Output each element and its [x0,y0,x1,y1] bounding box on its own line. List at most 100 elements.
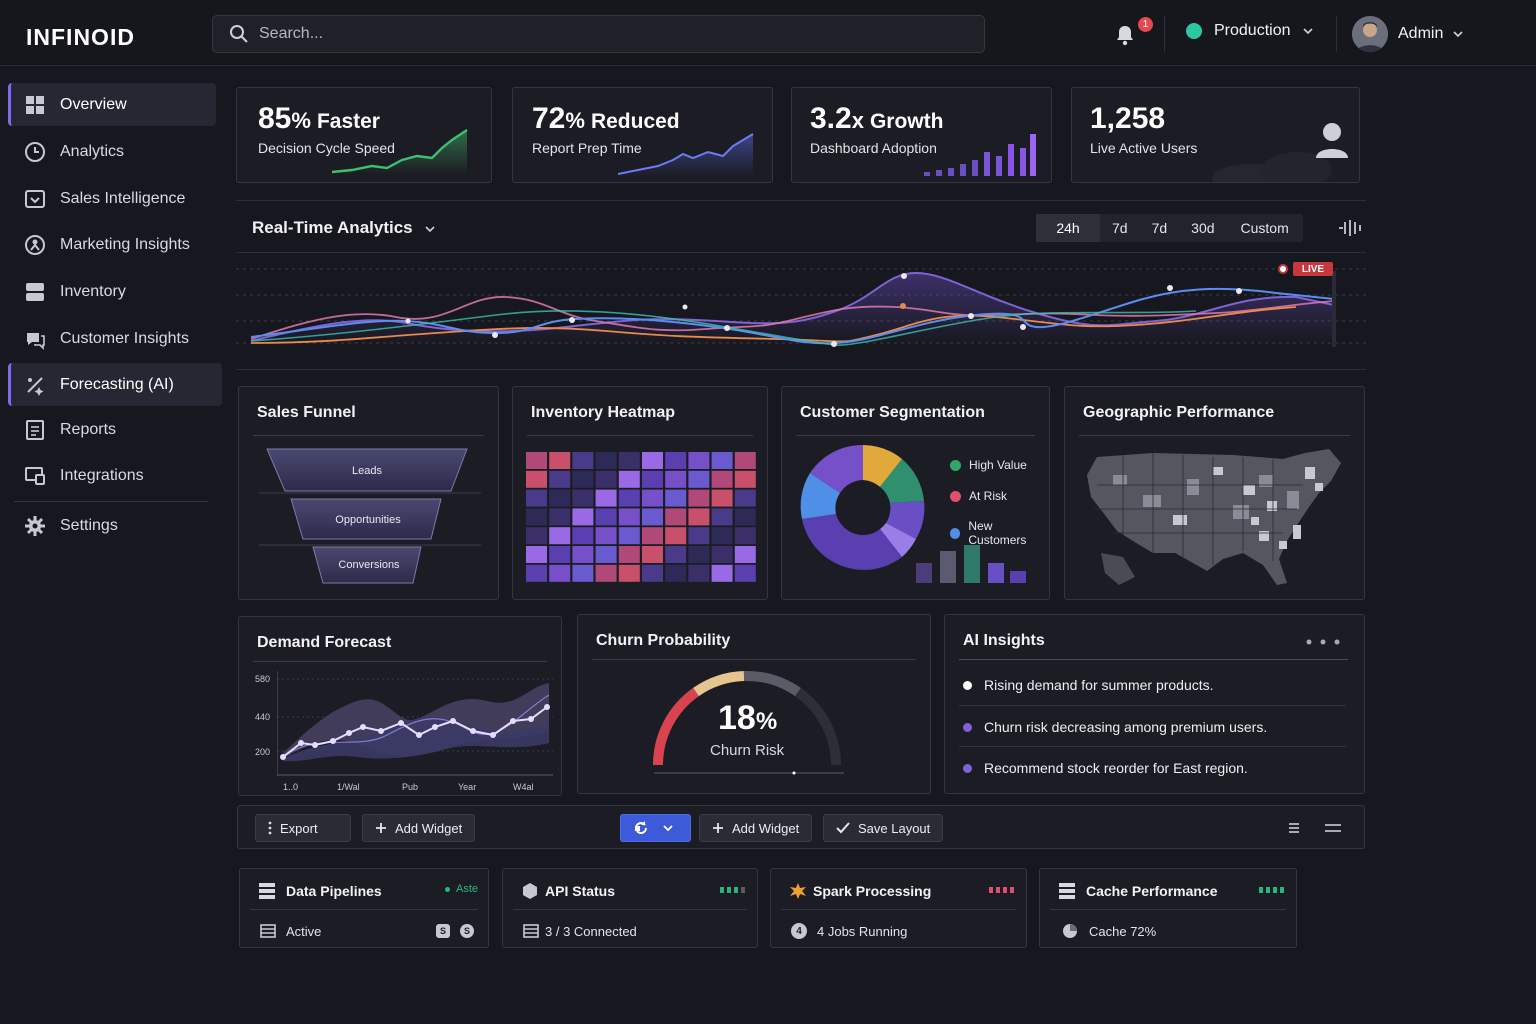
app-logo[interactable]: INFINOID [26,24,135,50]
heatmap-cell [688,546,710,563]
insight-item[interactable]: Rising demand for summer products. [963,677,1214,693]
sidebar-item-label: Overview [60,95,127,113]
y-tick: 200 [255,747,271,757]
sidebar-item-customer-insights[interactable]: Customer Insights [8,317,216,360]
legend-item-high-value: High Value [950,458,1027,472]
card-title: Churn Probability [596,632,731,649]
range-tab-30d[interactable]: 30d [1191,220,1215,236]
insight-item[interactable]: Churn risk decreasing among premium user… [963,719,1267,735]
sidebar-item-marketing-insights[interactable]: Marketing Insights [8,223,216,266]
status-card-data-pipelines[interactable]: Data Pipelines Aste Active S S [239,868,489,948]
environment-label: Production [1214,22,1291,39]
check-icon [836,822,850,834]
sidebar-item-integrations[interactable]: Integrations [8,454,216,497]
sidebar-item-forecasting-ai[interactable]: Forecasting (AI) [8,363,222,406]
sidebar-item-analytics[interactable]: Analytics [8,130,216,173]
donut-chart [800,444,925,570]
segment-bars [916,545,1026,583]
funnel-stage[interactable]: Conversions [338,559,400,571]
sync-dropdown-button[interactable] [620,814,691,842]
kpi-label: Report Prep Time [532,140,642,156]
export-button[interactable]: Export [255,814,351,842]
status-title: Cache Performance [1086,883,1218,899]
sidebar-item-reports[interactable]: Reports [8,408,216,451]
heatmap-cell [595,489,617,507]
bell-icon[interactable] [1114,24,1136,46]
range-tab-custom[interactable]: Custom [1240,220,1289,236]
status-card-api-status[interactable]: API Status 3 / 3 Connected [502,868,758,948]
waveform-icon[interactable] [1337,218,1363,238]
range-tab-7d-alt[interactable]: 7d [1151,220,1168,236]
pie-icon [1063,924,1077,938]
signal-bars-icon [1259,887,1284,893]
user-menu[interactable]: Admin [1352,16,1463,52]
range-tab-7d[interactable]: 7d [1112,220,1128,236]
kpi-card-live-users: 1,258 Live Active Users [1071,87,1360,183]
heatmap-cell [618,527,640,545]
spark-icon [790,883,806,899]
realtime-title[interactable]: Real-Time Analytics [252,218,435,238]
demand-forecast-card: Demand Forecast 580 440 200 1..0 1/Wal P… [238,616,562,796]
sidebar-item-overview[interactable]: Overview [8,83,216,126]
legend-dot-icon [950,490,961,502]
heatmap-cell [734,489,756,507]
search-box[interactable] [212,15,985,53]
funnel-stage[interactable]: Opportunities [335,514,401,526]
sidebar-item-settings[interactable]: Settings [8,504,216,547]
heatmap-cell [549,508,571,526]
add-widget-button-2[interactable]: Add Widget [699,814,813,842]
heatmap-cell [711,489,733,507]
users-icon [1212,123,1348,182]
divider [1164,16,1165,52]
status-card-cache-performance[interactable]: Cache Performance Cache 72% [1039,868,1297,948]
heatmap-cell [549,489,571,507]
time-range-tabs: 24h 7d 7d 30d Custom [1036,214,1303,242]
sidebar-item-sales-intelligence[interactable]: Sales Intelligence [8,177,216,220]
status-chip: S [436,924,450,938]
heatmap-cell [642,564,663,582]
bar-sparkline [924,134,1036,176]
sparkle-icon [27,376,44,396]
kpi-value: 72% Reduced [532,102,680,135]
notification-badge: 1 [1138,17,1153,32]
environment-selector[interactable]: Production [1186,22,1313,40]
divider [959,659,1348,660]
signal-bars-icon [989,887,1014,893]
heatmap-cell [595,470,617,488]
refresh-icon [635,821,647,834]
range-tab-24h[interactable]: 24h [1036,214,1100,242]
status-card-spark-processing[interactable]: Spark Processing 4 4 Jobs Running [770,868,1027,948]
heatmap-cell [688,470,710,488]
inbox-icon [25,189,45,208]
sidebar-item-label: Customer Insights [60,329,189,347]
insight-item[interactable]: Recommend stock reorder for East region. [963,760,1248,776]
heatmap-cell [618,489,640,507]
sparkline [618,133,754,176]
menu-icon[interactable] [1324,822,1342,834]
search-input[interactable] [259,25,959,43]
divider [1079,435,1350,436]
sidebar-item-inventory[interactable]: Inventory [8,270,216,313]
y-tick: 580 [255,674,271,684]
heatmap-cell [665,508,687,526]
list-icon [523,924,539,938]
divider [592,659,916,660]
heatmap-cell [734,470,756,488]
signal-bars-icon [720,887,745,893]
status-value: Cache 72% [1089,924,1157,939]
add-widget-button[interactable]: Add Widget [362,814,476,842]
more-icon[interactable] [1303,638,1343,646]
status-tag: Aste [444,883,478,895]
list-icon[interactable] [1288,822,1300,834]
funnel-stage[interactable]: Leads [352,465,382,477]
heatmap-cell [618,470,640,488]
divider [250,909,478,910]
sidebar-divider [14,501,208,502]
realtime-chart [236,268,1366,347]
heatmap-cell [688,489,710,507]
customer-segmentation-card: Customer Segmentation High Value At Risk… [781,386,1050,600]
heatmap-cell [688,564,710,582]
kpi-label: Live Active Users [1090,140,1198,156]
heatmap-cell [618,452,640,469]
save-layout-button[interactable]: Save Layout [823,814,944,842]
